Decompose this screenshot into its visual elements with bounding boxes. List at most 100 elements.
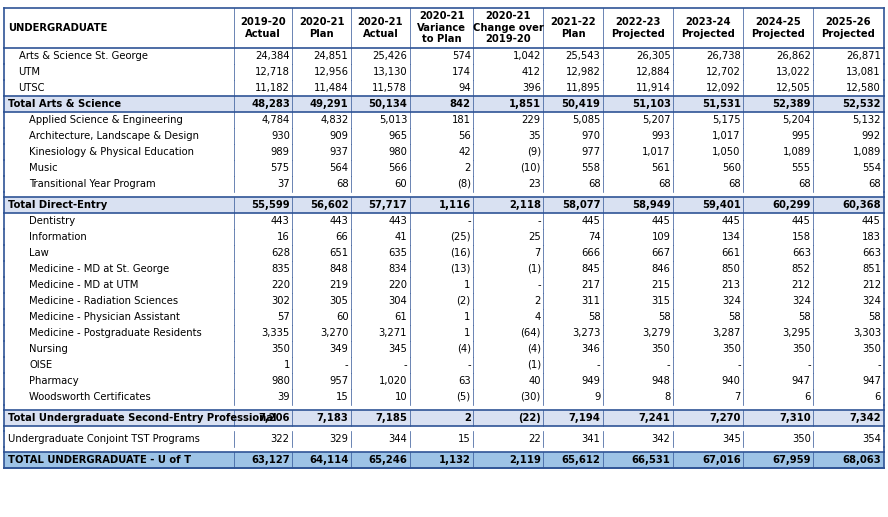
Text: 39: 39 <box>277 392 289 402</box>
Bar <box>4 176 884 192</box>
Text: 845: 845 <box>582 264 600 274</box>
Text: Information: Information <box>29 232 87 242</box>
Bar <box>4 213 884 229</box>
Text: 94: 94 <box>458 83 471 93</box>
Text: 217: 217 <box>582 280 600 290</box>
Text: 68: 68 <box>728 179 741 189</box>
Bar <box>4 373 884 389</box>
Text: 55,599: 55,599 <box>251 200 289 210</box>
Text: Law: Law <box>29 248 49 258</box>
Bar <box>473 8 543 48</box>
Text: 7,185: 7,185 <box>376 413 408 423</box>
Text: 219: 219 <box>329 280 348 290</box>
Text: 947: 947 <box>862 376 881 386</box>
Text: Kinesiology & Physical Education: Kinesiology & Physical Education <box>29 147 194 157</box>
Text: 12,505: 12,505 <box>776 83 811 93</box>
Text: Dentistry: Dentistry <box>29 216 75 226</box>
Text: 24,384: 24,384 <box>255 51 289 61</box>
Text: 57,717: 57,717 <box>369 200 408 210</box>
Text: -: - <box>877 360 881 370</box>
Text: 13,081: 13,081 <box>846 67 881 77</box>
Text: 324: 324 <box>862 296 881 306</box>
Text: 1,851: 1,851 <box>509 99 541 109</box>
Text: 26,305: 26,305 <box>636 51 670 61</box>
Text: Total Direct-Entry: Total Direct-Entry <box>8 200 107 210</box>
Text: 445: 445 <box>582 216 600 226</box>
Text: 10: 10 <box>394 392 408 402</box>
Text: 995: 995 <box>792 131 811 141</box>
Text: 3,270: 3,270 <box>320 328 348 338</box>
Text: 68: 68 <box>798 179 811 189</box>
Text: 42: 42 <box>458 147 471 157</box>
Text: 555: 555 <box>792 163 811 173</box>
Text: 445: 445 <box>862 216 881 226</box>
Text: 7,194: 7,194 <box>568 413 600 423</box>
Text: 1,042: 1,042 <box>512 51 541 61</box>
Text: 561: 561 <box>652 163 670 173</box>
Text: 7,206: 7,206 <box>258 413 289 423</box>
Bar <box>410 8 473 48</box>
Text: 345: 345 <box>388 344 408 354</box>
Bar <box>4 431 884 447</box>
Text: 1,116: 1,116 <box>439 200 471 210</box>
Text: 58: 58 <box>798 312 811 322</box>
Text: 66: 66 <box>336 232 348 242</box>
Text: 2019-20
Actual: 2019-20 Actual <box>241 17 286 39</box>
Text: -: - <box>807 360 811 370</box>
Text: Undergraduate Conjoint TST Programs: Undergraduate Conjoint TST Programs <box>8 434 200 444</box>
Text: 992: 992 <box>861 131 881 141</box>
Text: 346: 346 <box>582 344 600 354</box>
Text: 11,914: 11,914 <box>636 83 670 93</box>
Text: 13,022: 13,022 <box>776 67 811 77</box>
Text: TOTAL UNDERGRADUATE - U of T: TOTAL UNDERGRADUATE - U of T <box>8 455 191 465</box>
Text: 12,092: 12,092 <box>706 83 741 93</box>
Text: 59,401: 59,401 <box>702 200 741 210</box>
Text: 50,134: 50,134 <box>369 99 408 109</box>
Bar <box>603 8 673 48</box>
Bar <box>4 389 884 405</box>
Text: 2023-24
Projected: 2023-24 Projected <box>681 17 735 39</box>
Text: 949: 949 <box>582 376 600 386</box>
Text: 940: 940 <box>722 376 741 386</box>
Text: 183: 183 <box>862 232 881 242</box>
Text: 564: 564 <box>329 163 348 173</box>
Text: Medicine - Postgraduate Residents: Medicine - Postgraduate Residents <box>29 328 202 338</box>
Bar <box>4 96 884 112</box>
Text: (5): (5) <box>456 392 471 402</box>
Bar <box>4 277 884 293</box>
Text: 57: 57 <box>277 312 289 322</box>
Text: 666: 666 <box>582 248 600 258</box>
Text: (9): (9) <box>527 147 541 157</box>
Text: 7,342: 7,342 <box>849 413 881 423</box>
Text: 3,287: 3,287 <box>712 328 741 338</box>
Text: 2020-21
Change over
2019-20: 2020-21 Change over 2019-20 <box>473 11 543 44</box>
Bar <box>743 8 813 48</box>
Text: 1: 1 <box>283 360 289 370</box>
Bar <box>4 293 884 309</box>
Text: 12,884: 12,884 <box>636 67 670 77</box>
Text: -: - <box>537 280 541 290</box>
Text: 342: 342 <box>652 434 670 444</box>
Text: 13,130: 13,130 <box>373 67 408 77</box>
Text: 443: 443 <box>271 216 289 226</box>
Text: 554: 554 <box>862 163 881 173</box>
Text: 15: 15 <box>336 392 348 402</box>
Bar <box>292 8 351 48</box>
Text: (13): (13) <box>450 264 471 274</box>
Bar <box>4 112 884 128</box>
Text: 5,175: 5,175 <box>712 115 741 125</box>
Text: 302: 302 <box>271 296 289 306</box>
Text: 957: 957 <box>329 376 348 386</box>
Text: 1: 1 <box>464 312 471 322</box>
Text: 12,702: 12,702 <box>706 67 741 77</box>
Text: 26,738: 26,738 <box>706 51 741 61</box>
Text: 2,119: 2,119 <box>509 455 541 465</box>
Text: 1,132: 1,132 <box>439 455 471 465</box>
Text: 68: 68 <box>336 179 348 189</box>
Text: Applied Science & Engineering: Applied Science & Engineering <box>29 115 183 125</box>
Text: (25): (25) <box>450 232 471 242</box>
Text: 50,419: 50,419 <box>561 99 600 109</box>
Text: (30): (30) <box>520 392 541 402</box>
Text: 937: 937 <box>329 147 348 157</box>
Bar <box>4 452 884 468</box>
